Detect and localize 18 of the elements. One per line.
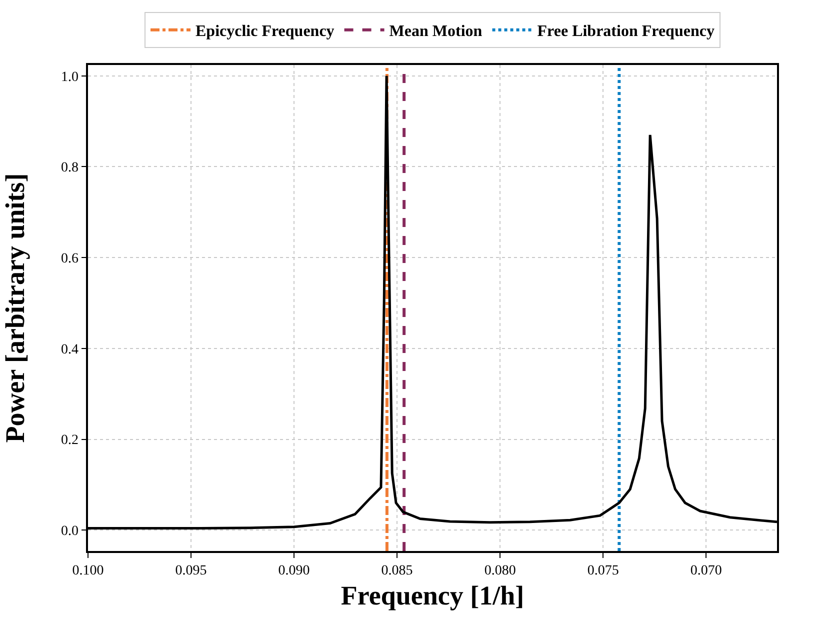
legend-label: Epicyclic Frequency [196,23,334,40]
x-tick-label: 0.095 [175,564,207,579]
x-tick-label: 0.080 [484,564,516,579]
y-tick-label: 0.0 [60,524,78,540]
y-tick-label: 0.8 [60,160,78,176]
legend-label: Mean Motion [389,23,482,40]
y-tick-label: 1.0 [60,70,78,85]
y-tick-label: 0.4 [60,342,78,358]
x-tick-label: 0.100 [72,564,104,579]
x-axis-title: Frequency [1/h] [340,580,524,610]
x-tick-label: 0.085 [381,564,413,579]
y-axis-title: Power [arbitrary units] [0,173,30,443]
ref-line-label: Free Libration Frequency [537,23,714,40]
y-tick-label: 0.6 [60,251,78,266]
x-tick-label: 0.070 [690,564,722,579]
y-tick-label: 0.2 [60,433,78,448]
x-tick-label: 0.090 [278,564,310,579]
x-tick-label: 0.075 [587,564,619,579]
